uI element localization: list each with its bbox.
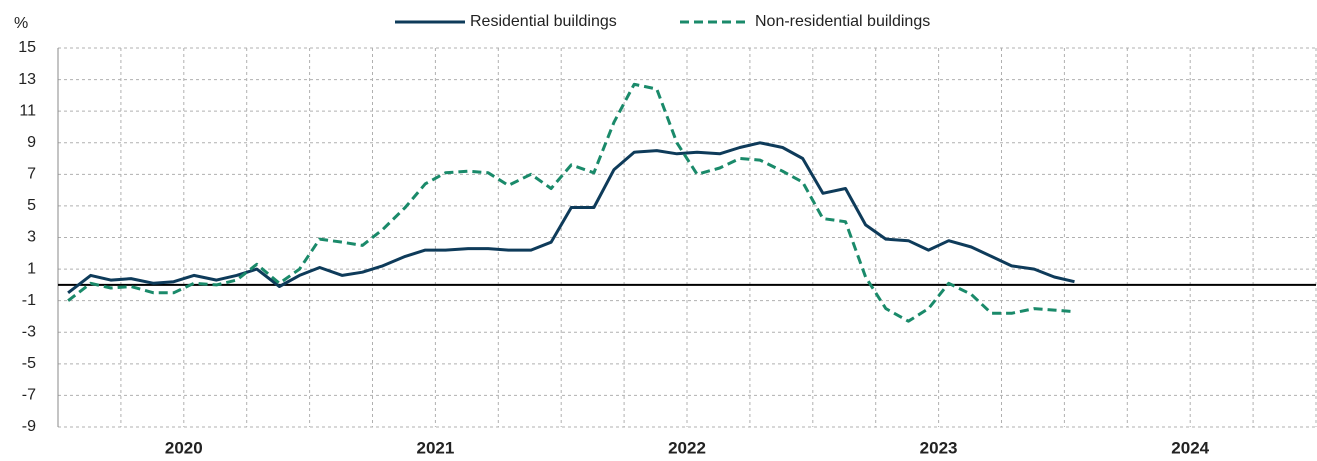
y-tick-label: -5 xyxy=(22,355,36,372)
y-tick-label: 5 xyxy=(27,197,36,214)
y-tick-label: -3 xyxy=(22,323,36,340)
x-tick-label: 2022 xyxy=(668,438,706,457)
y-tick-label: 11 xyxy=(19,102,36,119)
legend-label: Residential buildings xyxy=(470,13,617,30)
x-tick-label: 2020 xyxy=(165,438,203,457)
y-tick-label: 13 xyxy=(18,71,36,88)
y-tick-label: -7 xyxy=(22,387,36,404)
y-tick-label: 7 xyxy=(27,166,36,183)
y-unit: % xyxy=(14,15,28,32)
y-tick-label: 9 xyxy=(27,134,36,151)
series-line xyxy=(67,141,1075,294)
y-tick-label: 15 xyxy=(18,39,36,56)
y-tick-label: -9 xyxy=(22,418,36,435)
legend-label: Non-residential buildings xyxy=(755,13,930,30)
series-line xyxy=(67,82,1075,323)
x-tick-label: 2023 xyxy=(920,438,958,457)
y-tick-label: -1 xyxy=(22,292,36,309)
x-tick-label: 2021 xyxy=(416,438,454,457)
y-tick-label: 1 xyxy=(27,260,36,277)
x-tick-label: 2024 xyxy=(1171,438,1209,457)
y-tick-label: 3 xyxy=(27,229,36,246)
